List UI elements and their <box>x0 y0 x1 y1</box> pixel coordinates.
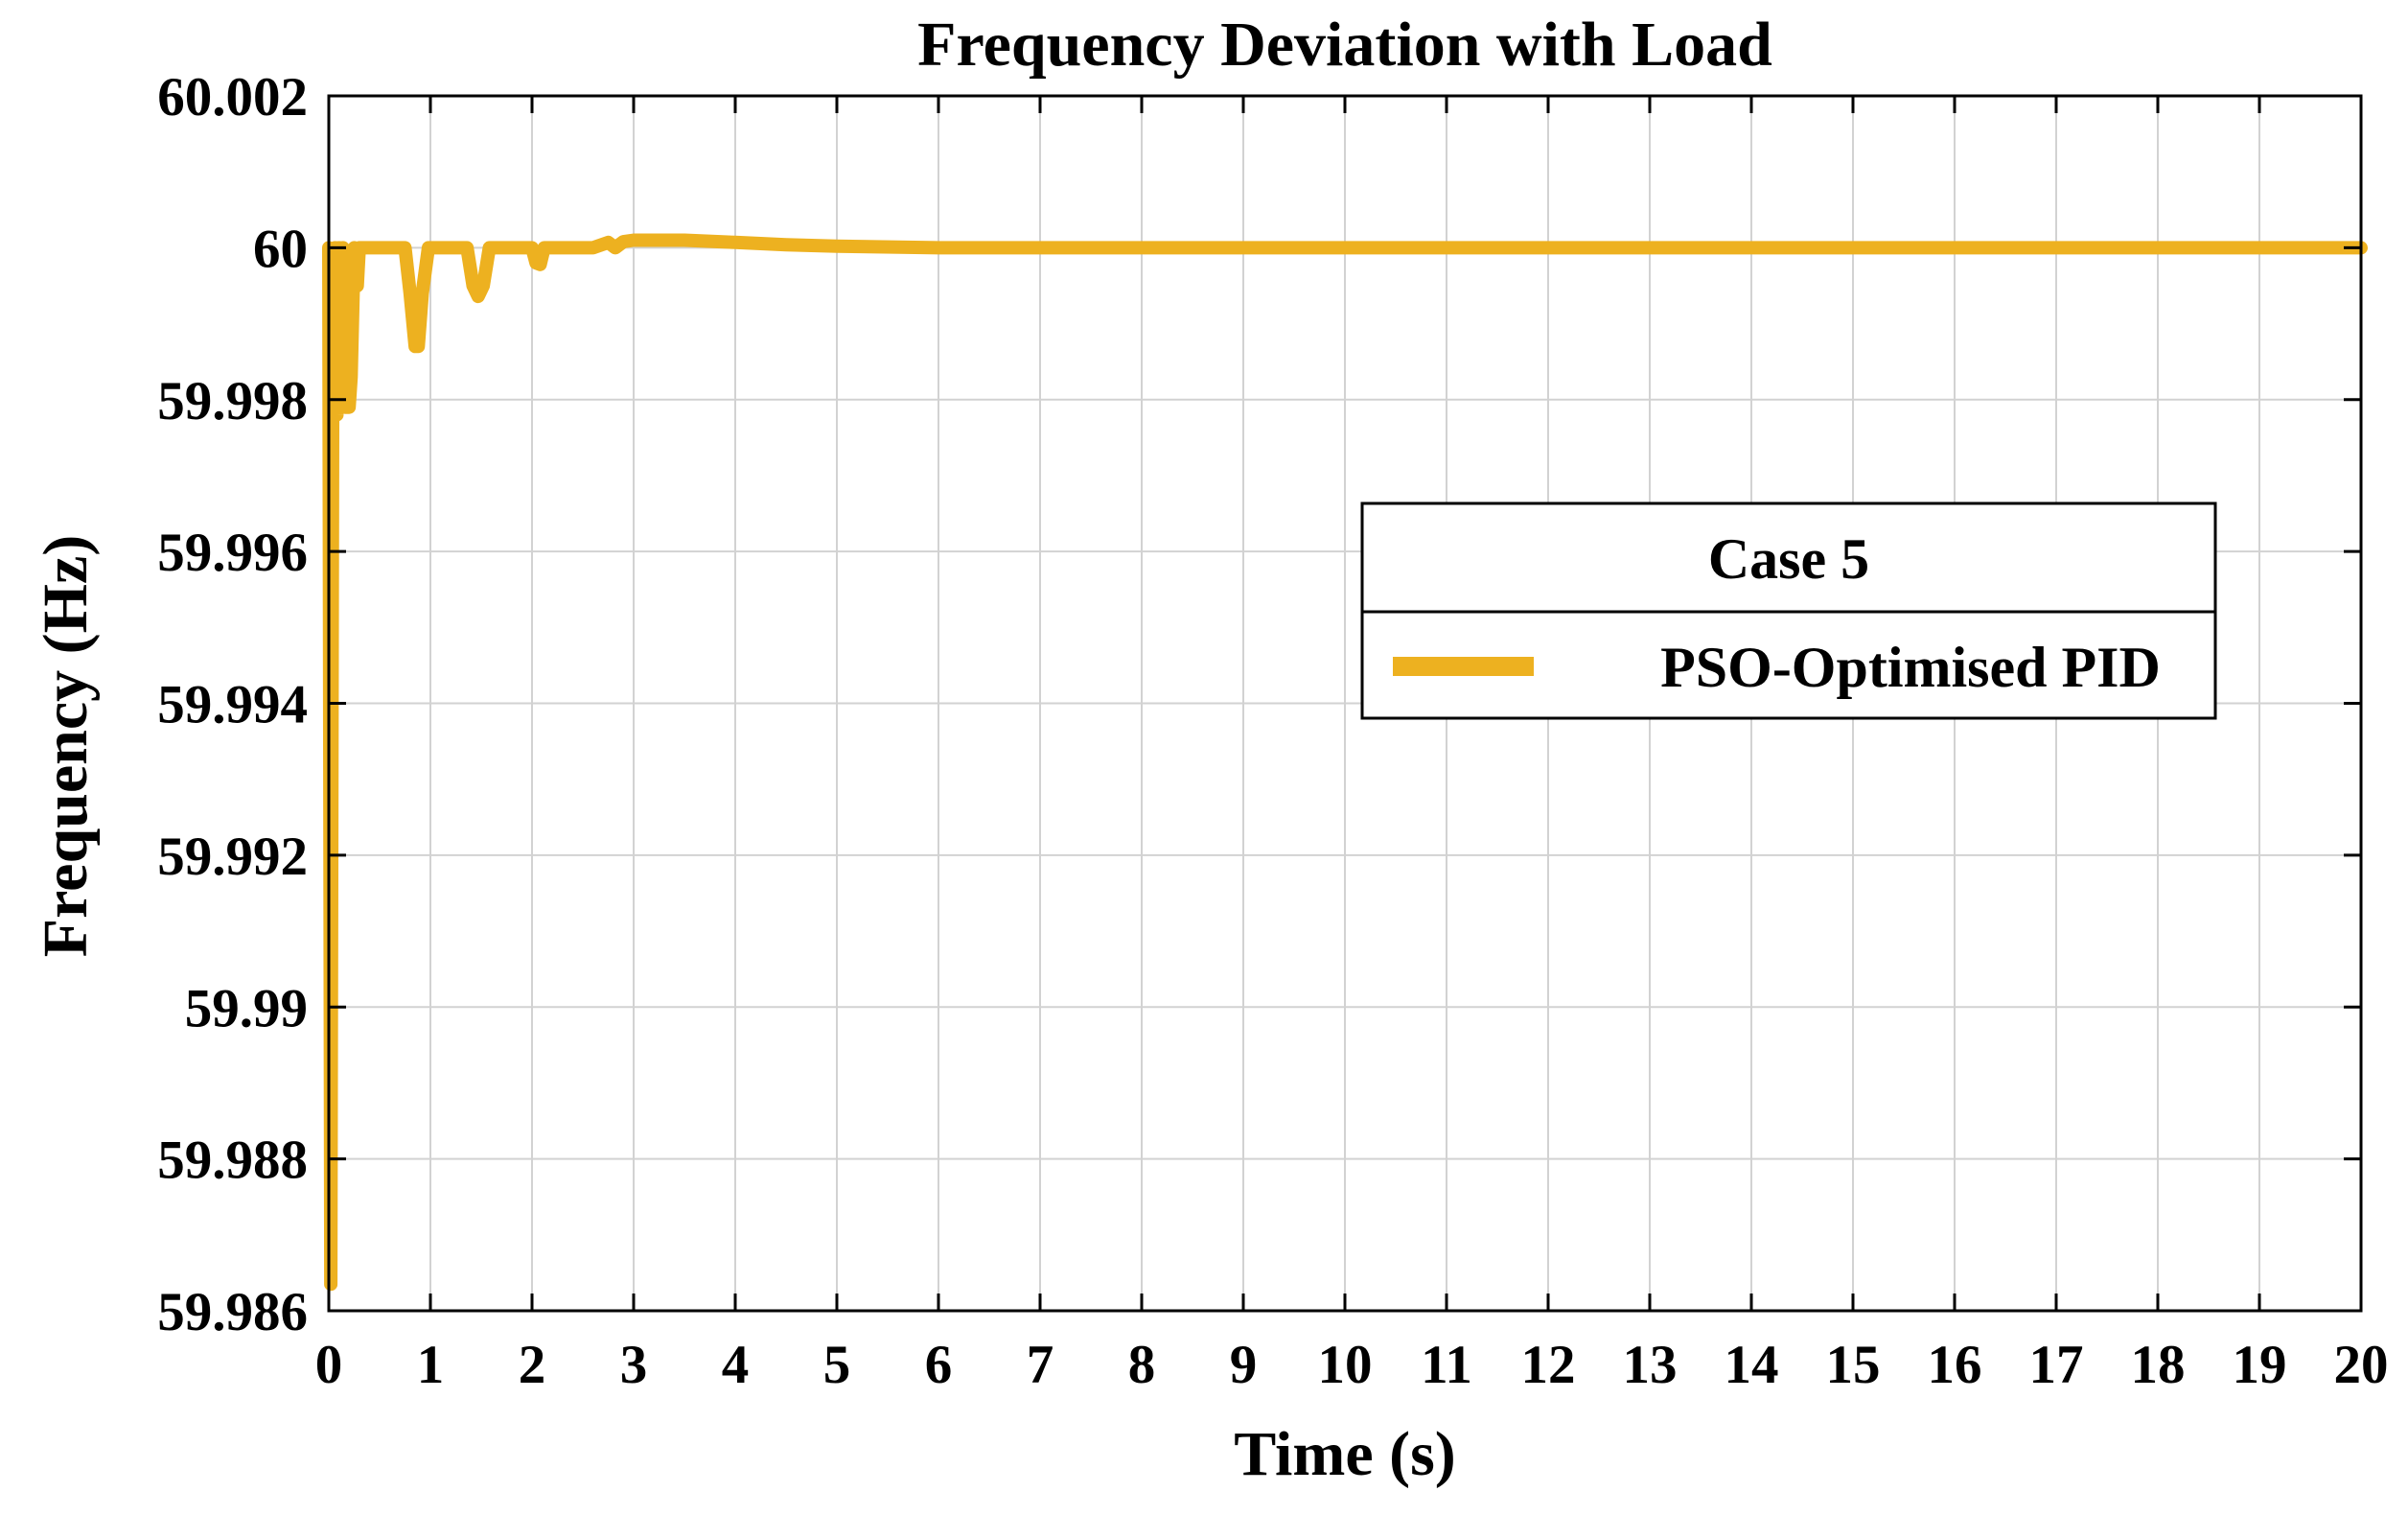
x-tick-label: 12 <box>1521 1335 1576 1395</box>
x-tick-label: 2 <box>519 1335 546 1395</box>
x-tick-label: 0 <box>315 1335 343 1395</box>
x-tick-label: 5 <box>823 1335 851 1395</box>
y-tick-label: 60 <box>253 219 308 279</box>
legend-title: Case 5 <box>1708 527 1869 591</box>
x-tick-label: 4 <box>722 1335 750 1395</box>
y-tick-label: 59.994 <box>157 675 308 735</box>
y-tick-label: 59.988 <box>157 1130 308 1191</box>
x-tick-label: 3 <box>620 1335 648 1395</box>
x-tick-label: 6 <box>925 1335 953 1395</box>
y-tick-label: 59.992 <box>157 827 308 887</box>
y-tick-label: 59.998 <box>157 371 308 431</box>
y-tick-labels: 59.986 59.988 59.99 59.992 59.994 59.996 59.99… <box>157 67 308 1342</box>
ticks <box>327 94 2363 1313</box>
x-tick-label: 14 <box>1725 1335 1779 1395</box>
x-tick-labels: 0 1 2 3 4 5 6 7 8 9 10 11 12 13 14 15 16 17 18 19 20 <box>315 1335 2389 1395</box>
x-tick-label: 15 <box>1826 1335 1881 1395</box>
series-layer <box>322 233 2368 1292</box>
x-tick-label: 13 <box>1623 1335 1678 1395</box>
x-tick-label: 16 <box>1928 1335 1982 1395</box>
x-tick-label: 7 <box>1027 1335 1054 1395</box>
x-tick-label: 10 <box>1318 1335 1373 1395</box>
x-tick-label: 11 <box>1421 1335 1472 1395</box>
legend: Case 5 PSO-Optimised PID <box>1360 501 2217 720</box>
x-tick-label: 18 <box>2131 1335 2186 1395</box>
y-tick-label: 59.99 <box>185 978 308 1038</box>
x-tick-label: 1 <box>417 1335 445 1395</box>
y-tick-label: 59.996 <box>157 523 308 583</box>
legend-label-pso-optimised-pid: PSO-Optimised PID <box>1660 636 2161 699</box>
chart-title: Frequency Deviation with Load <box>917 10 1772 80</box>
x-tick-label: 19 <box>2233 1335 2287 1395</box>
x-tick-label: 8 <box>1128 1335 1156 1395</box>
x-tick-label: 20 <box>2334 1335 2389 1395</box>
y-tick-label: 60.002 <box>157 67 308 128</box>
x-tick-label: 9 <box>1230 1335 1258 1395</box>
y-tick-label: 59.986 <box>157 1282 308 1342</box>
series-line-pso-optimised-pid <box>322 233 2368 1292</box>
y-axis-label: Frequency (Hz) <box>31 535 101 958</box>
x-tick-label: 17 <box>2029 1335 2084 1395</box>
x-axis-label: Time (s) <box>1234 1419 1456 1489</box>
